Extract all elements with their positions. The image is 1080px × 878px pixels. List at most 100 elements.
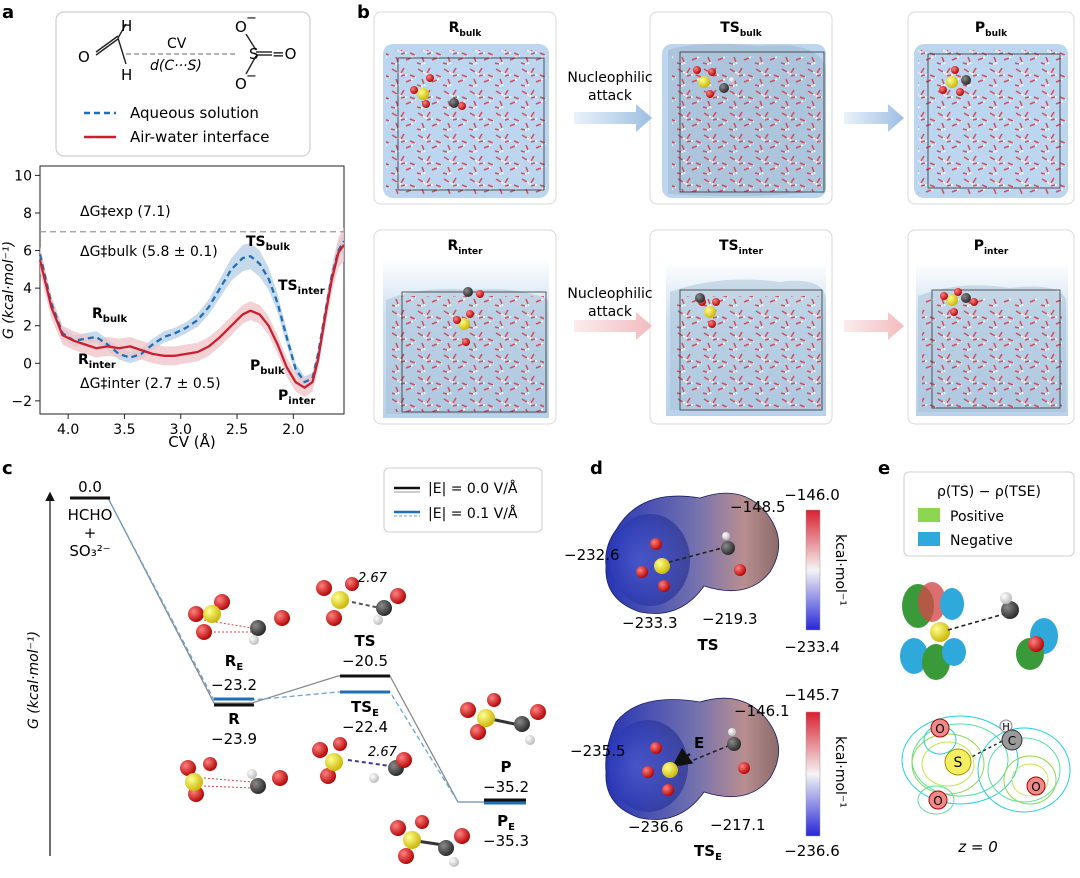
annotation-ts-inter: TSinter	[278, 278, 325, 297]
esp-ts-value-1: −148.5	[730, 498, 786, 516]
y-tick-label: −2	[11, 394, 32, 410]
arrow-bulk-r-to-ts: Nucleophilic attack	[567, 70, 653, 132]
reaction-scheme-box: H O H CV d(C···S) O − S =O O − Aqueous s…	[55, 11, 311, 157]
esp-ts-e-value-1: −146.1	[734, 702, 790, 720]
density-isosurface	[900, 582, 1058, 680]
contour-atom-s	[944, 748, 972, 776]
svg-text:S: S	[954, 755, 963, 771]
scheme-h2: H	[121, 66, 132, 84]
reactant-so3: SO₃²⁻	[69, 542, 110, 560]
density-contour-plot	[901, 715, 1071, 815]
scheme-o-top: O	[235, 18, 247, 36]
y-tick-label: 0	[23, 356, 32, 372]
x-tick-label: 3.0	[170, 422, 192, 438]
arrow-inter-ts-to-p	[844, 312, 904, 340]
annotation-dg-bulk: ΔG‡bulk (5.8 ± 0.1)	[80, 244, 218, 260]
x-tick-label: 2.0	[282, 422, 304, 438]
svg-text:Rinter: Rinter	[78, 352, 116, 371]
esp-ts-label: TS	[697, 636, 718, 654]
svg-text:O: O	[935, 722, 944, 736]
value-r: −23.9	[211, 730, 257, 748]
energy-axis-label: G (kcal·mol⁻¹)	[26, 631, 42, 729]
value-ts-e: −22.4	[342, 718, 388, 736]
scheme-o-top-charge: −	[246, 11, 257, 26]
energy-legend: |E| = 0.0 V/Å |E| = 0.1 V/Å	[383, 467, 543, 533]
legend-label-interface: Air-water interface	[130, 128, 269, 146]
svg-text:|E| = 0.1 V/Å: |E| = 0.1 V/Å	[428, 505, 518, 522]
contour-atom-c	[1001, 729, 1023, 751]
distance-ts: 2.67	[358, 571, 388, 586]
contour-atom-o1	[930, 718, 950, 738]
chart-x-axis-label: CV (Å)	[168, 432, 215, 451]
contour-atom-o2	[928, 790, 948, 810]
scheme-o-bottom-charge: −	[246, 69, 257, 84]
label-p: P	[501, 758, 512, 776]
svg-text:Pbulk: Pbulk	[250, 358, 285, 377]
label-p-e: PE	[497, 812, 515, 833]
svg-text:H: H	[1002, 722, 1010, 733]
panel-label-a: a	[2, 2, 14, 23]
svg-text:ρ(TS) − ρ(TSE): ρ(TS) − ρ(TSE)	[937, 484, 1041, 500]
esp-ts-e-value-4: −217.1	[710, 816, 766, 834]
value-ts: −20.5	[342, 652, 388, 670]
chart-frame	[39, 165, 345, 415]
snapshot-r-inter: Rinter	[373, 229, 557, 425]
scheme-h1: H	[121, 17, 132, 35]
reactant-hcho: HCHO	[68, 506, 113, 524]
snapshot-ts-inter: TSinter	[649, 229, 833, 425]
scheme-s: S	[249, 45, 259, 63]
svg-text:C: C	[1008, 734, 1016, 748]
series-line-aqueous	[38, 240, 345, 384]
annotation-p-bulk: Pbulk	[250, 358, 285, 377]
scheme-o-left: O	[78, 48, 90, 66]
esp-map-ts-e: E −146.1 −235.5 −236.6 −217.1 TSE −145.7…	[570, 686, 848, 863]
snapshot-p-bulk: Pbulk	[907, 11, 1075, 205]
esp-ts-e-colorbar-min: −236.6	[784, 842, 840, 860]
panel-label-d: d	[590, 458, 603, 479]
arrow-inter-r-to-ts: Nucleophilic attack	[567, 286, 653, 340]
svg-text:Nucleophilic: Nucleophilic	[567, 70, 652, 86]
molecule-r-e	[188, 594, 290, 645]
svg-text:TSinter: TSinter	[278, 278, 325, 297]
y-tick-label: 6	[23, 244, 32, 260]
svg-text:TSinter: TSinter	[719, 238, 764, 257]
contour-plane-label: z = 0	[957, 838, 998, 856]
x-tick-label: 2.5	[226, 422, 248, 438]
esp-ts-e-field-label: E	[694, 734, 704, 752]
scheme-distance-label: d(C···S)	[150, 58, 202, 74]
y-tick-label: 4	[23, 281, 32, 297]
annotation-dg-inter: ΔG‡inter (2.7 ± 0.5)	[80, 376, 221, 392]
molecule-p	[460, 693, 546, 745]
esp-ts-e-colorbar-max: −145.7	[784, 686, 840, 704]
svg-text:O: O	[1031, 780, 1040, 794]
chart-y-axis-label: G (kcal·mol⁻¹)	[1, 241, 17, 339]
svg-text:attack: attack	[588, 304, 633, 320]
arrow-bulk-ts-to-p	[844, 104, 904, 132]
svg-text:Pinter: Pinter	[974, 238, 1009, 257]
y-tick-label: 2	[23, 319, 32, 335]
value-p-e: −35.3	[483, 832, 529, 850]
x-tick-label: 4.0	[57, 422, 79, 438]
label-r-e: RE	[225, 652, 244, 673]
snapshot-r-bulk: Rbulk	[373, 11, 557, 205]
svg-text:Pbulk: Pbulk	[975, 20, 1008, 39]
esp-ts-colorbar-unit: kcal·mol⁻¹	[832, 534, 848, 606]
value-r-e: −23.2	[211, 676, 257, 694]
energy-diagram: G (kcal·mol⁻¹) |E| = 0.0 V/Å |E| = 0.1 V…	[26, 467, 546, 867]
annotation-p-inter: Pinter	[278, 388, 315, 407]
series-line-interface	[38, 244, 345, 389]
annotation-dg-exp: ΔG‡exp (7.1)	[80, 204, 171, 220]
contour-atom-o3	[1026, 776, 1046, 796]
x-tick-label: 3.5	[113, 422, 135, 438]
esp-ts-value-4: −219.3	[702, 610, 758, 628]
panel-label-e: e	[878, 458, 890, 479]
esp-ts-colorbar-min: −233.4	[784, 638, 840, 656]
esp-ts-value-2: −232.6	[564, 546, 620, 564]
esp-ts-colorbar-max: −146.0	[784, 486, 840, 504]
molecule-r	[180, 757, 288, 802]
density-difference-panel: ρ(TS) − ρ(TSE) Positive Negative	[900, 471, 1075, 856]
esp-ts-e-value-3: −236.6	[628, 818, 684, 836]
free-energy-chart: 4.0 3.5 3.0 2.5 2.0 −2 0 2 4 6 8 10 CV (Å) G (kcal·…	[1, 165, 345, 451]
label-ts: TS	[354, 632, 375, 650]
